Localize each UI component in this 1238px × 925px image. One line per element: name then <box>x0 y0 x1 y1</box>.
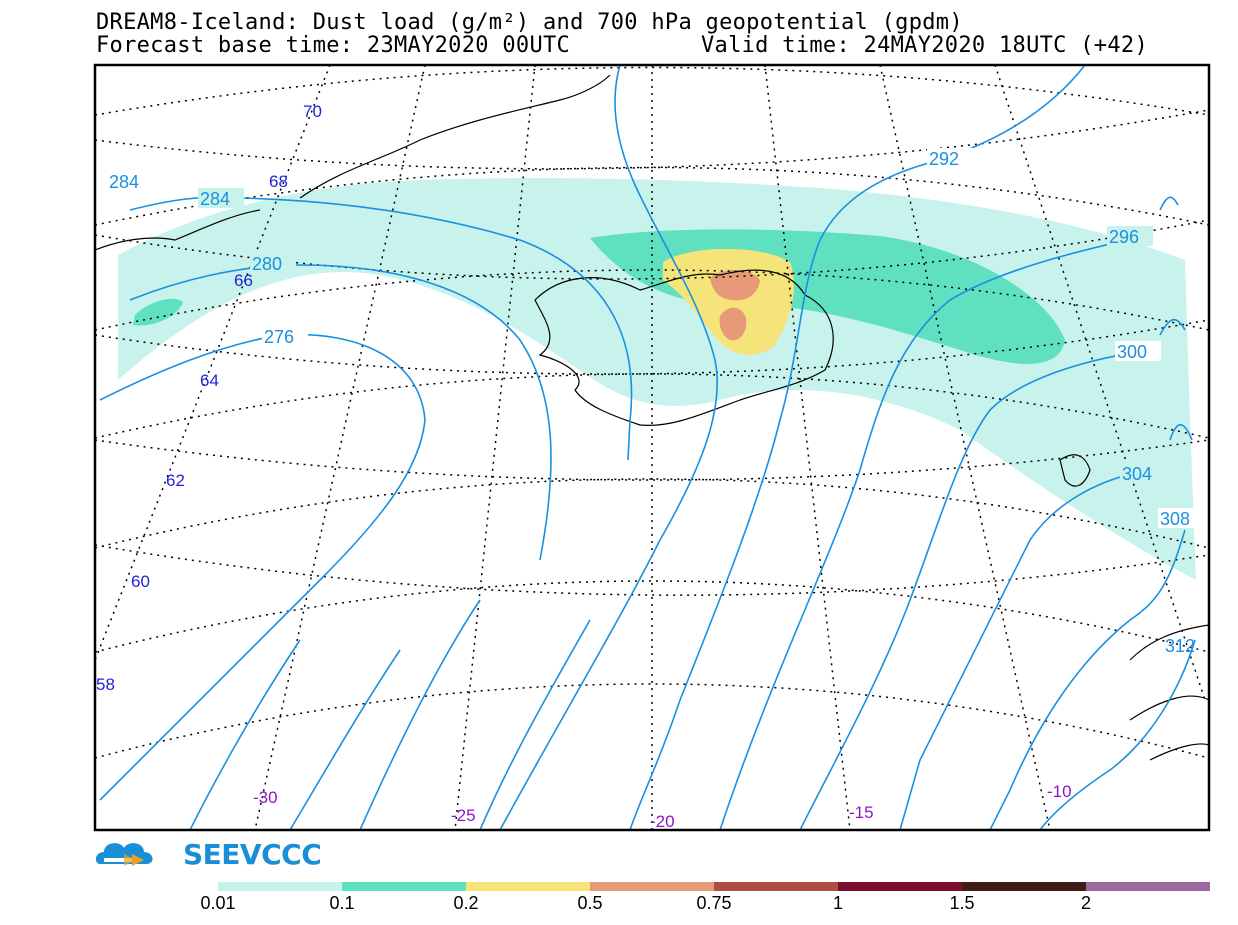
cloud-arrow-icon <box>95 843 153 866</box>
legend-label: 0.01 <box>200 893 236 913</box>
latitude-label: 64 <box>200 371 219 390</box>
legend-label: 0.75 <box>696 893 732 913</box>
contour-label: 304 <box>1122 464 1152 484</box>
seevccc-logo <box>95 843 153 866</box>
map-frame <box>93 63 1211 832</box>
legend-label: 2 <box>1080 893 1092 913</box>
latitude-label: 68 <box>269 172 288 191</box>
latitude-label: 62 <box>166 471 185 490</box>
dust-area-0.2 <box>663 248 795 355</box>
longitude-labels: -30 -25 -20 -15 -10 <box>253 782 1072 831</box>
coastlines <box>95 74 1209 761</box>
contour-label: 284 <box>109 172 139 192</box>
base-time: Forecast base time: 23MAY2020 00UTC <box>96 33 571 58</box>
contour-label: 284 <box>200 189 230 209</box>
valid-time: Valid time: 24MAY2020 18UTC (+42) <box>701 33 1148 58</box>
contour-label: 312 <box>1165 636 1195 656</box>
geopotential-contours <box>99 65 1196 830</box>
map-title: DREAM8-Iceland: Dust load (g/m²) and 700… <box>96 10 963 35</box>
contour-label: 276 <box>264 327 294 347</box>
contour-label: 308 <box>1160 509 1190 529</box>
latitude-label: 70 <box>303 102 322 121</box>
latitude-label: 66 <box>234 271 253 290</box>
longitude-label: -30 <box>253 788 278 807</box>
contour-label: 292 <box>929 149 959 169</box>
latitude-grid <box>95 66 1209 759</box>
legend-swatch <box>962 882 1086 891</box>
legend-swatch <box>714 882 838 891</box>
longitude-label: -25 <box>451 806 476 825</box>
longitude-grid <box>95 65 1206 830</box>
latitude-label: 60 <box>131 572 150 591</box>
legend-label: 0.1 <box>329 893 355 913</box>
contour-labels: 284 284 280 276 292 296 300 304 308 312 <box>106 148 1204 656</box>
map-subtitle: Forecast base time: 23MAY2020 00UTC Valid… <box>96 33 1148 58</box>
logo-text: SEEVCCC <box>183 838 322 871</box>
legend-label: 0.5 <box>577 893 603 913</box>
contour-label: 280 <box>252 254 282 274</box>
legend-swatch <box>218 882 342 891</box>
legend-swatch <box>590 882 714 891</box>
legend-label: 1 <box>832 893 844 913</box>
dust-area-0.1-west <box>133 298 183 326</box>
dust-area-0.5 <box>710 270 760 301</box>
longitude-label: -10 <box>1047 782 1072 801</box>
legend-swatch <box>342 882 466 891</box>
longitude-label: -20 <box>650 812 675 831</box>
dust-legend-colorbar <box>218 882 1210 891</box>
legend-swatch <box>466 882 590 891</box>
legend-swatch <box>1086 882 1210 891</box>
latitude-label: 58 <box>96 675 115 694</box>
longitude-label: -15 <box>849 803 874 822</box>
contour-label: 300 <box>1117 342 1147 362</box>
legend-label: 1.5 <box>949 893 975 913</box>
contour-label: 296 <box>1109 227 1139 247</box>
latitude-labels: 70 68 66 64 62 60 58 <box>96 102 322 694</box>
legend-swatch <box>838 882 962 891</box>
dust-area-0.5-b <box>719 307 747 341</box>
legend-label: 0.2 <box>453 893 479 913</box>
